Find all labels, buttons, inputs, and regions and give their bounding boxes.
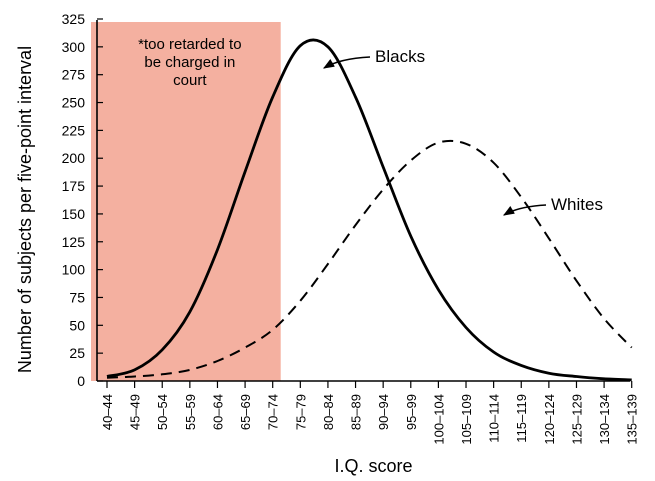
series-line-blacks — [106, 38, 632, 382]
series-label-blacks: Blacks — [375, 47, 425, 66]
blacks-label-arrow — [323, 56, 371, 69]
y-tick-label: 75 — [69, 289, 85, 305]
highlight-note-line: court — [173, 72, 207, 89]
whites-label-arrow — [503, 204, 547, 216]
x-tick-label: 115–119 — [514, 394, 529, 443]
y-tick-label: 250 — [62, 95, 86, 111]
x-tick-label: 90–94 — [376, 394, 391, 430]
highlight-note-line: be charged in — [144, 54, 235, 71]
y-axis-title: Number of subjects per five-point interv… — [15, 46, 35, 373]
y-tick-label: 125 — [62, 234, 86, 250]
x-tick-label: 65–69 — [238, 394, 253, 430]
x-tick-label: 105–109 — [459, 394, 474, 445]
x-tick-label: 110–114 — [487, 394, 502, 443]
x-tick-label: 50–54 — [155, 394, 170, 430]
y-tick-label: 275 — [62, 67, 86, 83]
x-tick-label: 70–74 — [266, 394, 281, 430]
x-tick-label: 95–99 — [404, 394, 419, 430]
x-tick-label: 75–79 — [293, 394, 308, 430]
x-tick-label: 130–134 — [597, 394, 612, 445]
y-tick-label: 25 — [69, 345, 85, 361]
highlight-note: *too retarded to be charged in court — [138, 36, 241, 89]
y-tick-label: 325 — [62, 11, 86, 27]
x-tick-label: 55–59 — [183, 394, 198, 430]
y-tick-label: 0 — [77, 373, 85, 389]
x-tick-label: 100–104 — [431, 394, 446, 445]
y-tick-label: 50 — [69, 317, 85, 333]
y-axis-ticks: 0 25 50 75 100 125 150 175 200 225 250 275 300 325 — [62, 11, 103, 389]
y-tick-label: 200 — [62, 150, 86, 166]
y-tick-label: 175 — [62, 178, 86, 194]
series-line-whites — [106, 139, 633, 379]
x-tick-label: 120–124 — [542, 394, 557, 445]
x-tick-label: 125–129 — [569, 394, 584, 445]
series-label-whites: Whites — [551, 195, 603, 214]
x-tick-label: 80–84 — [321, 394, 336, 430]
x-tick-label: 45–49 — [128, 394, 143, 430]
x-tick-label: 40–44 — [100, 394, 115, 430]
y-tick-label: 150 — [62, 206, 86, 222]
x-tick-label: 60–64 — [210, 394, 225, 430]
y-tick-label: 300 — [62, 39, 86, 55]
x-axis-title: I.Q. score — [334, 456, 412, 476]
y-tick-label: 100 — [62, 262, 86, 278]
y-tick-label: 225 — [62, 122, 86, 138]
x-tick-label: 135–139 — [625, 394, 640, 445]
x-axis-ticks: 40–44 45–49 50–54 55–59 60–64 65–69 70–74 75–79… — [100, 381, 640, 445]
x-tick-label: 85–89 — [349, 394, 364, 430]
highlight-note-line: *too retarded to — [138, 36, 241, 53]
